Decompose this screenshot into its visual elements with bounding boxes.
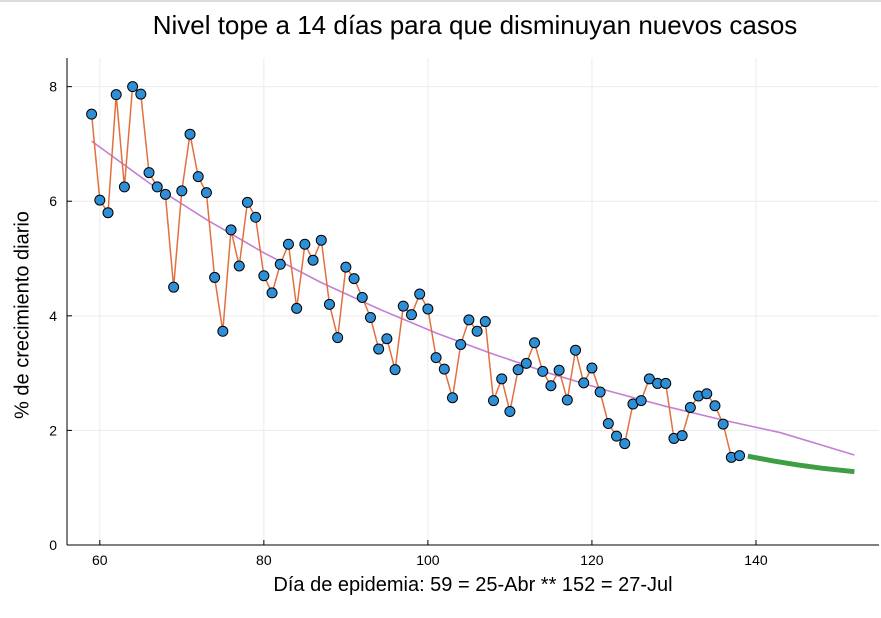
x-tick-label-0: 60 xyxy=(92,552,108,568)
x-tick-label-4: 140 xyxy=(744,552,768,568)
data-point-63 xyxy=(602,418,614,430)
y-tick-label-3: 6 xyxy=(49,193,57,209)
data-point-0 xyxy=(86,108,98,120)
data-point-41 xyxy=(422,303,434,315)
data-point-22 xyxy=(266,287,278,299)
data-point-55 xyxy=(537,365,549,377)
top-border xyxy=(0,0,881,2)
x-tick-label-1: 80 xyxy=(256,552,272,568)
data-point-30 xyxy=(332,332,344,344)
data-point-67 xyxy=(635,395,647,407)
data-point-37 xyxy=(389,364,401,376)
data-point-46 xyxy=(463,314,475,326)
data-point-44 xyxy=(446,392,458,404)
data-point-48 xyxy=(479,316,491,328)
data-point-21 xyxy=(258,270,270,282)
data-point-45 xyxy=(455,338,467,350)
data-point-15 xyxy=(209,271,221,283)
y-tick-label-1: 2 xyxy=(49,422,57,438)
data-point-3 xyxy=(110,89,122,101)
data-point-19 xyxy=(241,196,253,208)
data-point-9 xyxy=(159,188,171,200)
data-point-36 xyxy=(381,333,393,345)
data-point-2 xyxy=(102,207,114,219)
data-point-35 xyxy=(373,343,385,355)
data-point-24 xyxy=(282,238,294,250)
data-point-4 xyxy=(118,181,130,193)
data-point-7 xyxy=(143,167,155,179)
data-point-18 xyxy=(233,260,245,272)
data-point-32 xyxy=(348,273,360,285)
data-point-27 xyxy=(307,254,319,266)
data-point-64 xyxy=(611,430,623,442)
data-point-77 xyxy=(717,418,729,430)
data-point-42 xyxy=(430,352,442,364)
y-tick-label-2: 4 xyxy=(49,308,57,324)
data-point-14 xyxy=(200,187,212,199)
data-point-56 xyxy=(545,380,557,392)
y-tick-label-4: 8 xyxy=(49,79,57,95)
data-point-57 xyxy=(553,364,565,376)
data-point-16 xyxy=(217,325,229,337)
data-point-13 xyxy=(192,171,204,183)
data-point-76 xyxy=(709,400,721,412)
data-point-49 xyxy=(488,395,500,407)
data-point-17 xyxy=(225,224,237,236)
data-point-11 xyxy=(176,185,188,197)
data-point-6 xyxy=(135,88,147,100)
data-point-68 xyxy=(643,373,655,385)
data-point-47 xyxy=(471,325,483,337)
data-point-39 xyxy=(405,309,417,321)
data-point-12 xyxy=(184,128,196,140)
data-point-50 xyxy=(496,373,508,385)
x-tick-label-3: 120 xyxy=(580,552,604,568)
y-tick-label-0: 0 xyxy=(49,537,57,553)
data-point-70 xyxy=(660,377,672,389)
data-point-23 xyxy=(274,258,286,270)
data-point-1 xyxy=(94,194,106,206)
data-point-34 xyxy=(364,312,376,324)
x-axis-label: Día de epidemia: 59 = 25-Abr ** 152 = 27… xyxy=(273,574,673,596)
x-tick-label-2: 100 xyxy=(416,552,440,568)
data-point-28 xyxy=(315,234,327,246)
data-point-61 xyxy=(586,362,598,374)
data-point-31 xyxy=(340,261,352,273)
data-point-79 xyxy=(734,450,746,462)
data-point-38 xyxy=(397,300,409,312)
data-point-53 xyxy=(520,357,532,369)
data-point-72 xyxy=(676,430,688,442)
data-point-52 xyxy=(512,364,524,376)
data-point-10 xyxy=(168,281,180,293)
data-point-5 xyxy=(127,81,139,93)
chart-title: Nivel tope a 14 días para que disminuyan… xyxy=(152,10,798,40)
data-point-59 xyxy=(570,344,582,356)
data-point-40 xyxy=(414,288,426,300)
data-point-25 xyxy=(291,302,303,314)
data-point-33 xyxy=(356,291,368,303)
data-point-26 xyxy=(299,238,311,250)
data-point-75 xyxy=(701,388,713,400)
data-point-29 xyxy=(323,298,335,310)
data-point-51 xyxy=(504,406,516,418)
data-point-43 xyxy=(438,363,450,375)
data-point-8 xyxy=(151,181,163,193)
projection-line xyxy=(747,453,855,475)
data-point-20 xyxy=(250,211,262,223)
data-point-65 xyxy=(619,438,631,450)
data-point-54 xyxy=(529,337,541,349)
data-point-58 xyxy=(561,394,573,406)
data-point-60 xyxy=(578,377,590,389)
data-point-62 xyxy=(594,386,606,398)
data-point-73 xyxy=(684,401,696,413)
